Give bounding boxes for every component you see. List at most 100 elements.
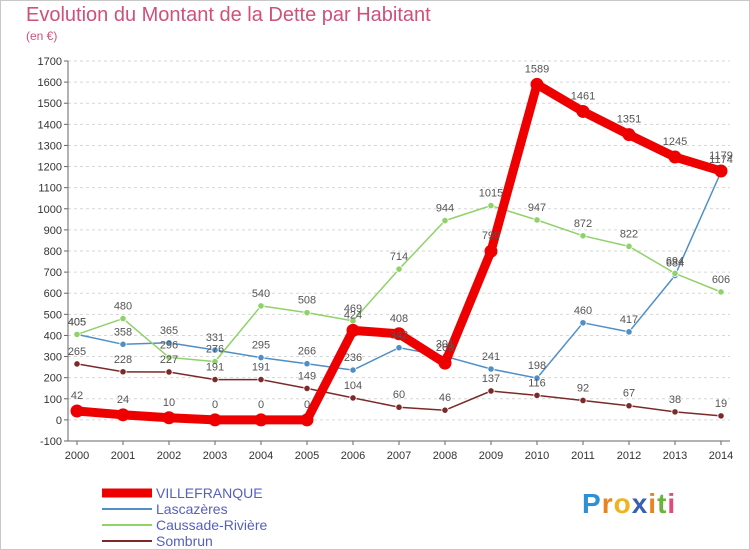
data-point [579,319,587,327]
data-point [257,354,265,362]
data-point [395,344,403,352]
x-tick-label: 2003 [203,450,227,462]
y-tick-label: 800 [44,246,62,258]
x-tick-label: 2007 [387,450,411,462]
y-tick-label: 1400 [38,119,62,131]
data-label: 606 [712,274,730,286]
x-tick-label: 2006 [341,450,365,462]
data-point [392,327,406,341]
y-tick-label: 1000 [38,204,62,216]
data-label: 1351 [617,114,641,126]
data-label: 296 [160,339,178,351]
data-point [349,394,357,402]
data-point [530,77,544,91]
data-label: 508 [298,295,316,307]
y-tick-label: 900 [44,225,62,237]
data-point [395,265,403,273]
data-label: 342 [390,330,408,342]
data-label: 38 [669,394,681,406]
x-tick-label: 2002 [157,450,181,462]
data-point [487,202,495,210]
data-label: 417 [620,314,638,326]
data-label: 269 [436,342,454,354]
data-label: 947 [528,202,546,214]
x-tick-label: 2008 [433,450,457,462]
data-point [671,269,679,277]
data-label: 365 [160,325,178,337]
y-tick-label: 300 [44,352,62,364]
data-label: 944 [436,203,454,215]
x-tick-label: 2010 [525,450,549,462]
data-label: 1589 [525,63,549,75]
data-label: 42 [71,390,83,402]
data-label: 1461 [571,90,595,102]
data-point [73,360,81,368]
data-label: 405 [68,316,86,328]
data-label: 408 [390,313,408,325]
data-point [211,375,219,384]
data-point [303,309,311,317]
data-point [119,340,127,348]
data-label: 10 [163,397,175,409]
proxiti-logo: Proxiti [582,488,676,520]
data-label: 19 [715,398,727,410]
data-point [349,366,357,374]
y-tick-label: 1700 [38,56,62,68]
legend-label: Lascazères [156,501,228,517]
data-label: 480 [114,301,132,313]
logo-letter: i [667,488,677,519]
data-label: 469 [344,303,362,315]
y-tick-label: 1600 [38,77,62,89]
data-point [487,387,495,395]
data-point [70,404,84,418]
data-label: 301 [436,338,454,350]
y-tick-label: 100 [44,394,62,406]
data-point [487,365,495,373]
y-tick-label: 200 [44,373,62,385]
data-label: 1245 [663,136,687,148]
chart-title: Evolution du Montant de la Dette par Hab… [26,4,431,26]
data-point [395,403,403,411]
logo-letter: x [631,488,649,519]
data-point [441,406,449,414]
data-point [116,408,130,422]
data-point [625,242,633,250]
data-point [668,150,682,164]
data-label: 149 [298,370,316,382]
x-tick-label: 2012 [617,450,641,462]
x-tick-label: 2011 [571,450,595,462]
legend-label: Sombrun [156,533,213,549]
y-tick-label: -100 [40,436,62,448]
data-point [257,302,265,310]
data-label: 1015 [479,188,503,200]
data-label: 0 [304,399,310,411]
data-point [119,314,127,323]
data-point [579,232,587,240]
data-point [717,288,725,296]
logo-letter: i [648,488,658,519]
data-label: 228 [114,354,132,366]
y-tick-label: 1500 [38,98,62,110]
data-label: 358 [114,326,132,338]
data-label: 241 [482,351,500,363]
data-label: 227 [160,354,178,366]
data-point [622,128,636,142]
data-label: 67 [623,388,635,400]
data-label: 24 [117,394,129,406]
y-tick-label: 400 [44,330,62,342]
data-point [533,391,541,399]
data-point [208,413,222,427]
x-tick-label: 2000 [65,450,89,462]
legend-label: VILLEFRANQUE [156,485,263,501]
data-label: 694 [666,255,684,267]
data-label: 198 [528,360,546,372]
data-label: 60 [393,389,405,401]
data-point [441,217,449,225]
data-label: 265 [68,346,86,358]
data-point [165,339,173,347]
logo-letter: P [582,488,602,519]
data-point [576,104,590,118]
x-tick-label: 2001 [111,450,135,462]
data-point [303,360,311,368]
